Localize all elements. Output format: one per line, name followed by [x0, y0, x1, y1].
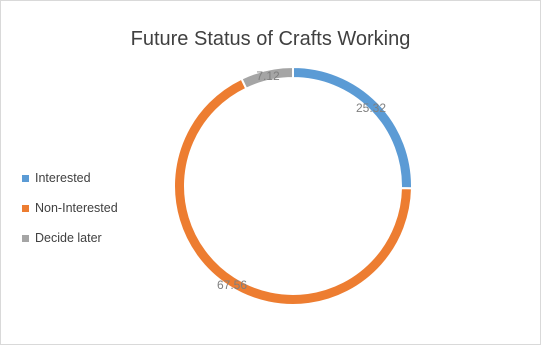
legend-swatch-interested — [22, 174, 29, 182]
legend-label-decide-later: Decide later — [35, 231, 102, 245]
chart-legend: Interested Non-Interested Decide later — [22, 163, 118, 253]
chart-title: Future Status of Crafts Working — [130, 28, 411, 50]
donut-slice-decide-later — [240, 65, 294, 90]
donut-slice-interested — [292, 65, 413, 190]
data-label-decide-later: 7.12 — [256, 69, 280, 83]
legend-label-non-interested: Non-Interested — [35, 201, 118, 215]
legend-item-interested: Interested — [22, 163, 118, 193]
legend-swatch-non-interested — [22, 204, 29, 212]
data-label-non-interested: 67.56 — [217, 278, 247, 292]
legend-label-interested: Interested — [35, 171, 91, 185]
legend-swatch-decide-later — [22, 234, 29, 242]
legend-item-decide-later: Decide later — [22, 223, 118, 253]
legend-item-non-interested: Non-Interested — [22, 193, 118, 223]
data-label-interested: 25.32 — [356, 101, 386, 115]
